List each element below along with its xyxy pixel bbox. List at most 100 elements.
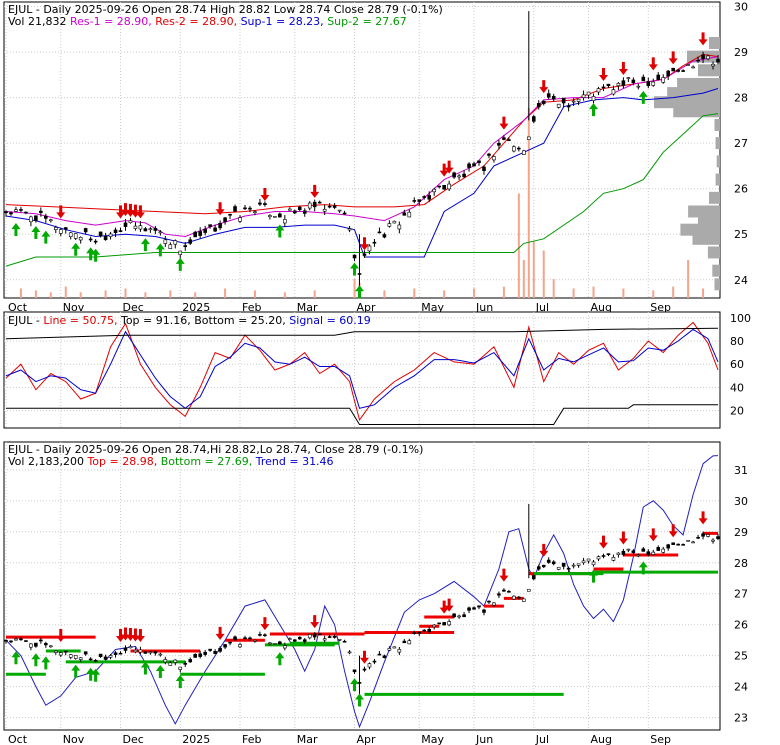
candle-body	[656, 547, 661, 551]
candle-body	[576, 98, 581, 102]
candle-body	[128, 220, 133, 224]
candle-body	[691, 541, 695, 544]
x-tick-label: Sep	[650, 301, 671, 314]
candle-body	[641, 76, 646, 82]
candle-body	[377, 653, 382, 656]
candle-body	[322, 638, 327, 641]
candle-body	[118, 652, 123, 655]
sell-arrow	[135, 205, 145, 219]
candle-body	[178, 666, 183, 670]
candle-body	[24, 211, 28, 214]
x-tick-label: 2025	[182, 733, 210, 745]
sell-arrow	[260, 617, 270, 631]
header-segment: Res-2 = 28.90,	[155, 15, 240, 28]
candle-body	[601, 555, 606, 557]
candle-body	[641, 548, 646, 552]
header-segment: Res-1 = 28.90,	[70, 15, 155, 28]
x-tick-label: Apr	[357, 733, 377, 745]
candle-body	[188, 239, 193, 244]
candle-body	[686, 539, 690, 542]
candle-body	[133, 225, 138, 229]
candle-body	[596, 556, 601, 560]
candle-body	[442, 184, 446, 190]
candle-body	[208, 648, 212, 651]
candle-body	[522, 598, 526, 602]
candle-body	[342, 212, 347, 215]
sell-arrow	[444, 598, 454, 612]
volume-bar	[592, 286, 595, 298]
candle-body	[108, 233, 113, 237]
candle-body	[9, 212, 13, 215]
candle-body	[183, 245, 188, 248]
volume-profile-bar	[698, 64, 720, 77]
candle-body	[661, 77, 666, 83]
volume-bar	[527, 108, 530, 298]
sell-arrow	[116, 629, 126, 643]
header-segment: Signal = 60.19	[289, 314, 371, 327]
buy-arrow	[140, 661, 150, 675]
buy-arrow	[140, 238, 150, 252]
candle-body	[327, 636, 332, 638]
candle-body	[118, 230, 123, 232]
candle-body	[143, 228, 148, 232]
header-segment: Sup-1 = 28.23,	[241, 15, 328, 28]
candle-body	[302, 639, 307, 642]
header-segment: - Daily 2025-09-26 Open 28.74 High 28.82…	[32, 3, 442, 16]
candle-body	[14, 209, 18, 212]
volume-bar	[443, 290, 446, 298]
candle-body	[347, 651, 352, 654]
header-segment: EJUL -	[8, 314, 43, 327]
volume-bar	[49, 292, 52, 298]
sell-arrow	[359, 237, 369, 251]
candle-body	[63, 227, 68, 230]
volume-profile-bar	[698, 214, 720, 227]
y-tick-label: 26	[734, 619, 748, 632]
x-tick-label: Nov	[63, 733, 85, 745]
volume-bar	[144, 292, 147, 298]
candle-body	[462, 173, 466, 178]
buy-arrow	[86, 247, 96, 261]
candle-body	[716, 58, 720, 63]
volume-bar	[34, 290, 37, 298]
candle-body	[556, 566, 561, 570]
sell-arrow	[648, 528, 658, 542]
candle-body	[526, 136, 531, 140]
candle-body	[382, 655, 387, 658]
candle-body	[322, 208, 327, 212]
candle-body	[113, 229, 118, 234]
candle-body	[158, 231, 163, 234]
y-tick-label: 100	[730, 312, 751, 325]
candle-body	[507, 591, 511, 593]
candle-body	[312, 633, 317, 638]
candle-body	[651, 81, 656, 86]
candle-body	[123, 647, 128, 651]
volume-bar	[383, 290, 386, 298]
oscillator-panel: 20 40 60 80 100 EJUL - Line = 50.75, Top = 91…	[3, 311, 751, 429]
x-tick-label: Mar	[297, 301, 318, 314]
panel-header: Vol 2,183,200 Top = 28.98, Bottom = 27.6…	[8, 455, 334, 468]
x-tick-label: Aug	[591, 301, 612, 314]
candle-body	[606, 553, 611, 555]
y-tick-label: 24	[734, 681, 748, 694]
header-segment: Line = 50.75,	[43, 314, 121, 327]
candle-body	[616, 552, 621, 555]
candle-body	[387, 223, 392, 227]
candle-body	[546, 559, 551, 563]
candle-body	[163, 239, 168, 244]
candle-body	[268, 215, 272, 218]
volume-profile-bar	[715, 137, 720, 150]
volume-bar	[532, 241, 535, 298]
volume-profile-bar	[654, 96, 720, 109]
candle-body	[98, 653, 103, 657]
candle-body	[88, 658, 93, 661]
candle-body	[402, 640, 407, 644]
candle-body	[68, 654, 73, 658]
candle-body	[412, 632, 417, 634]
volume-bar	[552, 279, 555, 298]
candle-body	[631, 550, 636, 553]
candle-body	[536, 566, 541, 570]
volume-profile-bar	[716, 155, 720, 168]
volume-bar	[672, 286, 675, 298]
candle-body	[417, 631, 422, 634]
sup2-line	[5, 113, 719, 267]
